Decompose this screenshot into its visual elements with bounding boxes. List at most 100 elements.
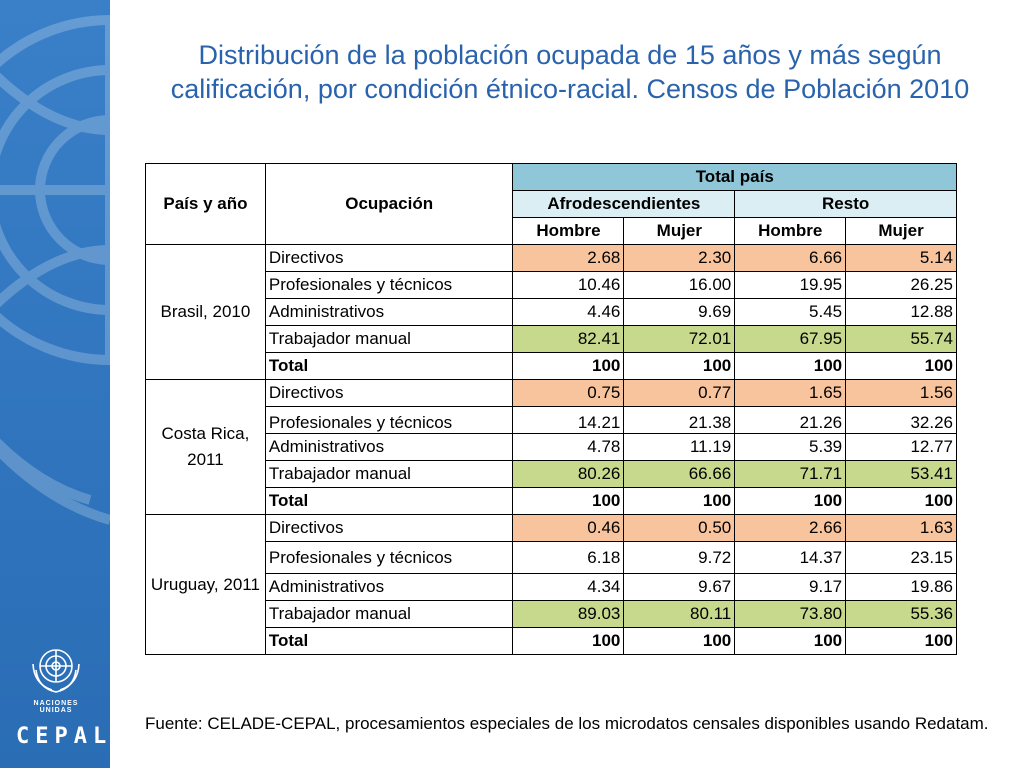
value-cell: 0.50 — [623, 514, 736, 542]
value-cell: 55.74 — [845, 325, 957, 353]
value-cell: 0.75 — [512, 379, 625, 407]
occupation-label: Profesionales y técnicos — [264, 406, 514, 434]
occupation-label: Trabajador manual — [264, 460, 514, 488]
value-cell: 1.65 — [734, 379, 847, 407]
table-row: Profesionales y técnicos 6.18 9.72 14.37… — [146, 541, 957, 574]
value-cell: 100 — [734, 352, 847, 380]
value-cell: 21.26 — [734, 406, 847, 434]
value-cell: 2.68 — [512, 244, 625, 272]
un-text: NACIONES UNIDAS — [33, 700, 79, 714]
occupation-label: Total — [264, 352, 514, 380]
occupation-label: Administrativos — [264, 298, 514, 326]
value-cell: 89.03 — [512, 600, 625, 628]
header-resto-mujer: Mujer — [845, 217, 957, 245]
value-cell: 9.69 — [623, 298, 736, 326]
table-row: Administrativos 4.34 9.67 9.17 19.86 — [146, 573, 957, 601]
header-total-pais: Total país — [512, 163, 957, 191]
source-note: Fuente: CELADE-CEPAL, procesamientos esp… — [145, 714, 989, 733]
un-emblem-icon — [32, 649, 80, 693]
value-cell: 80.11 — [623, 600, 736, 628]
value-cell: 14.21 — [512, 406, 625, 434]
value-cell: 80.26 — [512, 460, 625, 488]
value-cell: 9.17 — [734, 573, 847, 601]
cepal-logo: NACIONES UNIDAS CEPAL — [16, 640, 106, 749]
value-cell: 1.56 — [845, 379, 957, 407]
value-cell: 72.01 — [623, 325, 736, 353]
country-cell: Brasil, 2010 — [145, 244, 266, 380]
value-cell: 5.45 — [734, 298, 847, 326]
country-cell: Costa Rica, 2011 — [145, 379, 266, 515]
occupation-label: Directivos — [264, 514, 514, 542]
value-cell: 1.63 — [845, 514, 957, 542]
value-cell: 2.66 — [734, 514, 847, 542]
header-resto-hombre: Hombre — [734, 217, 847, 245]
value-cell: 4.46 — [512, 298, 625, 326]
occupation-label: Total — [264, 487, 514, 515]
value-cell: 100 — [845, 627, 957, 655]
value-cell: 100 — [623, 487, 736, 515]
data-table: País y año Ocupación Total país Afrodesc… — [145, 163, 957, 655]
table-row: Trabajador manual 80.26 66.66 71.71 53.4… — [146, 460, 957, 488]
value-cell: 6.66 — [734, 244, 847, 272]
value-cell: 73.80 — [734, 600, 847, 628]
header-resto: Resto — [734, 190, 957, 218]
value-cell: 12.88 — [845, 298, 957, 326]
value-cell: 16.00 — [623, 271, 736, 299]
table-row: Administrativos 4.46 9.69 5.45 12.88 — [146, 298, 957, 326]
un-emblem-watermark-icon — [0, 15, 110, 525]
header-afro-mujer: Mujer — [623, 217, 736, 245]
sidebar: NACIONES UNIDAS CEPAL — [0, 0, 110, 768]
occupation-label: Trabajador manual — [264, 600, 514, 628]
table-row-total: Total 100 100 100 100 — [146, 352, 957, 380]
table-row: Trabajador manual 89.03 80.11 73.80 55.3… — [146, 600, 957, 628]
table-row: Profesionales y técnicos 10.46 16.00 19.… — [146, 271, 957, 299]
header-afro-hombre: Hombre — [512, 217, 625, 245]
country-cell: Uruguay, 2011 — [145, 514, 266, 655]
value-cell: 23.15 — [845, 541, 957, 574]
value-cell: 66.66 — [623, 460, 736, 488]
value-cell: 100 — [734, 487, 847, 515]
value-cell: 2.30 — [623, 244, 736, 272]
page-title: Distribución de la población ocupada de … — [170, 40, 970, 104]
table-row: Administrativos 4.78 11.19 5.39 12.77 — [146, 433, 957, 461]
value-cell: 12.77 — [845, 433, 957, 461]
value-cell: 67.95 — [734, 325, 847, 353]
header-afro: Afrodescendientes — [512, 190, 736, 218]
value-cell: 100 — [512, 487, 625, 515]
value-cell: 5.39 — [734, 433, 847, 461]
value-cell: 21.38 — [623, 406, 736, 434]
occupation-label: Administrativos — [264, 433, 514, 461]
value-cell: 14.37 — [734, 541, 847, 574]
value-cell: 100 — [512, 627, 625, 655]
value-cell: 32.26 — [845, 406, 957, 434]
value-cell: 0.46 — [512, 514, 625, 542]
occupation-label: Trabajador manual — [264, 325, 514, 353]
occupation-label: Profesionales y técnicos — [264, 271, 514, 299]
occupation-label: Administrativos — [264, 573, 514, 601]
table-row: Trabajador manual 82.41 72.01 67.95 55.7… — [146, 325, 957, 353]
value-cell: 10.46 — [512, 271, 625, 299]
value-cell: 100 — [845, 487, 957, 515]
value-cell: 26.25 — [845, 271, 957, 299]
table-row: Profesionales y técnicos 14.21 21.38 21.… — [146, 406, 957, 434]
value-cell: 6.18 — [512, 541, 625, 574]
value-cell: 0.77 — [623, 379, 736, 407]
table-row-total: Total 100 100 100 100 — [146, 627, 957, 655]
value-cell: 9.72 — [623, 541, 736, 574]
value-cell: 100 — [623, 352, 736, 380]
table-row: Costa Rica, 2011 Directivos 0.75 0.77 1.… — [145, 379, 957, 515]
occupation-label: Directivos — [264, 379, 514, 407]
table-row: Brasil, 2010 Directivos 2.68 2.30 6.66 5… — [145, 244, 957, 380]
occupation-label: Total — [264, 627, 514, 655]
value-cell: 9.67 — [623, 573, 736, 601]
value-cell: 11.19 — [623, 433, 736, 461]
header-occupation: Ocupación — [264, 163, 514, 245]
value-cell: 4.78 — [512, 433, 625, 461]
value-cell: 55.36 — [845, 600, 957, 628]
value-cell: 100 — [512, 352, 625, 380]
value-cell: 5.14 — [845, 244, 957, 272]
value-cell: 100 — [623, 627, 736, 655]
value-cell: 53.41 — [845, 460, 957, 488]
value-cell: 100 — [734, 627, 847, 655]
value-cell: 19.86 — [845, 573, 957, 601]
